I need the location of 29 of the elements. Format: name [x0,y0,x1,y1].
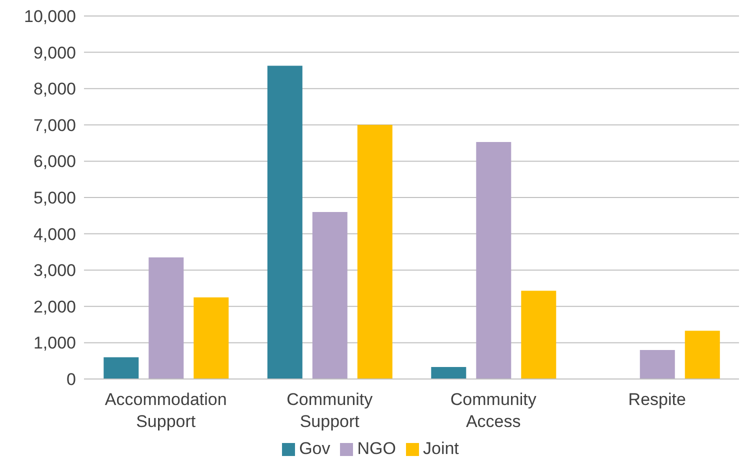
x-tick-label: Respite [628,390,686,410]
y-tick-label: 6,000 [33,152,76,172]
y-tick-label: 7,000 [33,116,76,135]
y-tick-label: 0 [66,370,76,390]
bar [148,257,184,379]
y-tick-label: 10,000 [24,7,76,26]
y-tick-label: 8,000 [33,80,76,99]
bar [104,357,139,379]
legend-label: NGO [357,439,396,458]
bar [267,66,302,379]
bar [431,367,466,379]
bar [357,124,392,379]
legend-label: Gov [299,439,330,458]
bar [476,142,512,379]
bar [194,297,229,379]
x-tick-label: Community Access [450,390,537,432]
bar [521,290,556,379]
legend-label: Joint [423,439,459,458]
x-tick-label: Community Support [286,390,374,432]
y-tick-label: 2,000 [33,297,76,316]
y-tick-label: 3,000 [33,261,76,280]
y-tick-label: 1,000 [33,334,76,353]
y-tick-label: 4,000 [33,224,76,244]
y-tick-label: 5,000 [33,188,76,208]
bar [312,212,348,379]
bar [684,330,720,379]
bar [640,350,675,379]
x-tick-label: Accommodation Support [104,390,227,432]
y-tick-label: 9,000 [33,43,76,62]
